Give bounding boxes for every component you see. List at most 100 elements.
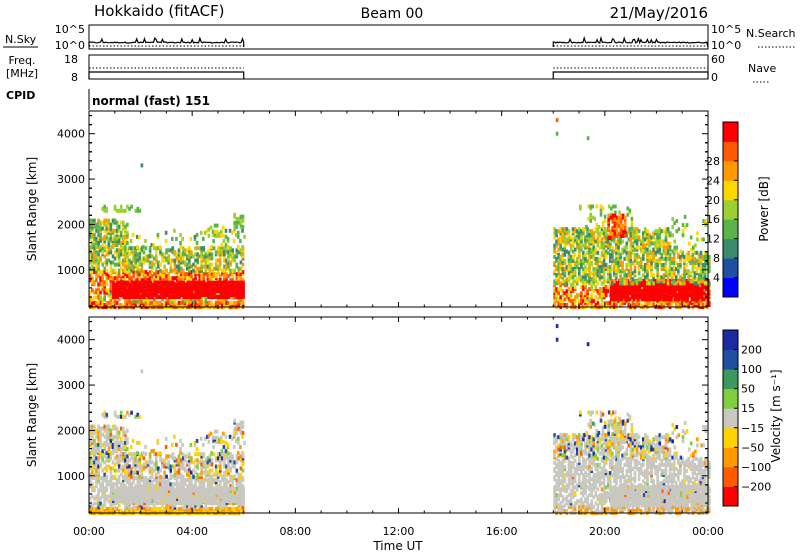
power-cell	[223, 286, 227, 291]
velocity-cell	[103, 486, 106, 491]
power-cell	[675, 229, 679, 234]
power-cell	[684, 297, 687, 302]
power-cell	[153, 246, 156, 251]
power-cell	[216, 264, 220, 269]
power-cell	[157, 260, 160, 265]
power-cell	[188, 286, 192, 291]
power-cell	[101, 246, 104, 251]
power-cell	[655, 287, 658, 292]
power-cell	[563, 249, 567, 254]
power-cell	[119, 260, 123, 265]
power-cell	[676, 297, 679, 302]
power-cell	[635, 241, 639, 246]
velocity-cell	[91, 506, 94, 511]
velocity-cell	[130, 490, 134, 495]
power-cell	[619, 229, 623, 234]
power-cell	[215, 295, 218, 299]
power-cell	[591, 204, 594, 209]
power-cell	[675, 245, 679, 250]
power-cell	[557, 241, 560, 246]
power-cell	[107, 228, 111, 233]
power-cell	[679, 261, 682, 265]
velocity-cell	[188, 478, 191, 483]
power-cell	[701, 267, 705, 272]
power-cell	[569, 298, 573, 303]
power-cell	[212, 232, 215, 237]
power-cell	[219, 276, 222, 281]
power-cell	[203, 293, 206, 297]
power-cell	[673, 239, 676, 244]
power-cell	[629, 231, 633, 236]
velocity-cell	[190, 505, 193, 510]
power-cell	[188, 246, 191, 251]
power-cell	[555, 250, 558, 255]
power-cell	[586, 258, 589, 263]
power-cell	[642, 256, 645, 261]
power-cell	[124, 299, 127, 304]
velocity-data	[89, 324, 711, 515]
power-cell	[563, 261, 567, 265]
velocity-cell	[188, 509, 191, 513]
power-cell	[589, 218, 592, 223]
velocity-cell	[194, 509, 197, 513]
velocity-cell	[214, 478, 218, 483]
power-cell	[703, 265, 707, 270]
power-cell	[580, 241, 583, 246]
power-cell	[143, 293, 146, 297]
power-cell	[211, 293, 214, 297]
power-cell	[683, 275, 686, 280]
power-cell	[615, 221, 619, 226]
power-cell	[231, 280, 235, 285]
power-cell	[225, 246, 228, 251]
power-cell	[697, 263, 701, 267]
power-cell	[691, 258, 695, 263]
power-cell	[596, 300, 600, 305]
power-cell	[621, 213, 625, 218]
velocity-cell	[140, 505, 144, 510]
power-cell	[588, 273, 591, 278]
power-cell	[212, 239, 215, 243]
power-cell	[238, 293, 241, 297]
power-cell	[631, 245, 635, 250]
power-cell	[147, 286, 150, 291]
power-cell	[611, 254, 614, 259]
power-cell	[584, 243, 587, 248]
power-cell	[627, 254, 631, 259]
power-cell	[196, 246, 199, 251]
power-cell	[664, 261, 668, 265]
power-cell	[639, 247, 643, 252]
power-cell	[139, 295, 142, 299]
power-cell	[217, 295, 220, 299]
power-cell	[686, 297, 689, 302]
power-cell	[93, 236, 96, 241]
power-cell	[573, 227, 577, 232]
power-cell	[664, 256, 668, 261]
power-cell	[626, 212, 630, 217]
velocity-cell	[126, 476, 129, 481]
power-cell	[606, 300, 610, 305]
velocity-cell	[157, 482, 160, 487]
power-cell	[553, 291, 556, 296]
power-cell	[563, 258, 567, 263]
power-cell	[138, 268, 142, 273]
power-cell	[699, 269, 703, 274]
power-cell	[134, 208, 137, 213]
power-cell	[602, 241, 606, 246]
power-cell	[555, 287, 558, 292]
power-cell	[128, 206, 131, 211]
power-cell	[644, 243, 647, 248]
power-cell	[697, 252, 701, 257]
power-cell	[642, 231, 645, 236]
cpid-value: normal (fast) 151	[92, 94, 210, 108]
velocity-cell	[237, 505, 241, 510]
velocity-cell	[169, 509, 173, 513]
power-cell	[190, 276, 193, 281]
velocity-cell	[136, 478, 140, 483]
power-cell	[640, 297, 644, 302]
power-cell	[569, 243, 573, 248]
power-cell	[101, 226, 104, 231]
power-cell	[700, 297, 704, 302]
power-cell	[602, 249, 606, 254]
velocity-cell	[122, 488, 126, 493]
power-cell	[116, 280, 119, 285]
